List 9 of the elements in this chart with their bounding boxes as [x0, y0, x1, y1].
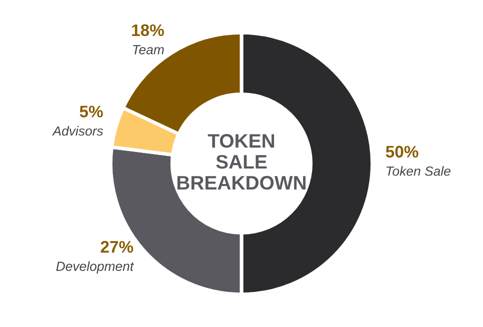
data-label: 18% [132, 24, 164, 36]
data-label: 27% [100, 240, 134, 253]
slice-label: Token Sale [386, 166, 450, 176]
data-label: 50% [386, 146, 418, 158]
text: TOKEN SALE BREAKDOWN [177, 134, 306, 190]
data-label: 5% [80, 106, 103, 118]
slice-label: Advisors [52, 126, 104, 136]
slice-label: Team [133, 45, 164, 54]
slice-label: Development [56, 261, 134, 274]
